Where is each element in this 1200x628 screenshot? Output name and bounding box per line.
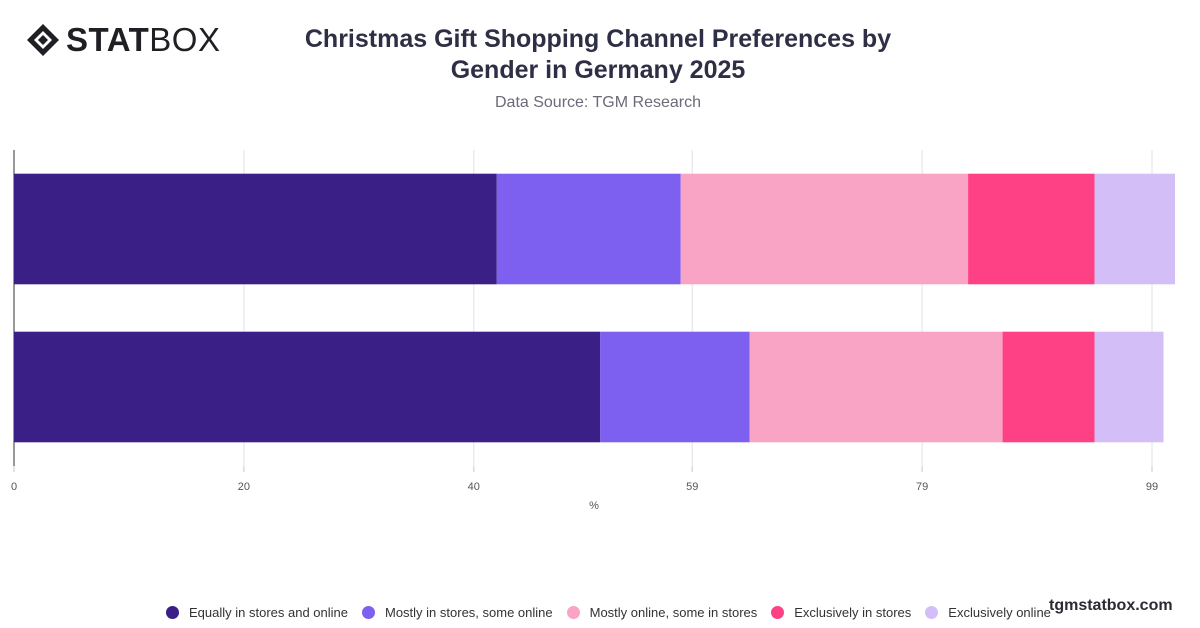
logo-text-light: BOX (149, 21, 221, 58)
bar-segment (749, 331, 1003, 443)
legend-item[interactable]: Mostly in stores, some online (362, 605, 553, 620)
legend-label: Exclusively online (948, 604, 1051, 620)
chart-title-line-2: Gender in Germany 2025 (450, 56, 746, 84)
legend-item[interactable]: Mostly online, some in stores (566, 604, 758, 620)
legend-swatch (166, 605, 179, 619)
bar-segment (496, 173, 681, 285)
legend-swatch (566, 605, 580, 619)
x-tick-label: 0 (11, 481, 17, 493)
legend-label: Exclusively in stores (794, 604, 912, 620)
x-axis-label: % (589, 500, 599, 512)
bar-segment (1094, 331, 1164, 443)
x-tick-label: 20 (238, 481, 250, 493)
chart-title-line-1: Christmas Gift Shopping Channel Preferen… (304, 25, 892, 53)
logo-text-bold: STAT (66, 21, 150, 58)
legend-item[interactable]: Exclusively in stores (771, 605, 911, 620)
legend-swatch (771, 605, 785, 619)
legend-item[interactable]: Equally in stores and online (166, 605, 348, 620)
chart-legend: Equally in stores and online Mostly in st… (166, 602, 1065, 622)
chart-title: Christmas Gift Shopping Channel Preferen… (270, 24, 926, 86)
bar-segment (680, 173, 969, 285)
x-tick-label: 99 (1146, 481, 1158, 493)
statbox-diamond-icon (27, 24, 59, 56)
x-tick-label: 79 (916, 481, 928, 493)
bar-segment (1094, 173, 1175, 285)
logo: STATBOX (26, 22, 220, 58)
logo-text: STATBOX (66, 22, 220, 58)
chart-subtitle: Data Source: TGM Research (494, 94, 701, 111)
brand-watermark: tgmstatbox.com (1049, 597, 1173, 614)
legend-label: Mostly in stores, some online (385, 604, 553, 620)
x-tick-label: 59 (686, 481, 698, 493)
bar-segment (600, 331, 750, 443)
legend-swatch (925, 605, 939, 619)
bar-segment (968, 173, 1095, 285)
bar-segment (14, 331, 601, 443)
legend-swatch (362, 605, 375, 619)
x-tick-label: 40 (468, 481, 480, 493)
bar-segment (14, 173, 497, 285)
chart-header: Christmas Gift Shopping Channel Preferen… (270, 24, 926, 112)
legend-label: Equally in stores and online (189, 604, 348, 620)
bar-segment (1002, 331, 1095, 443)
legend-item[interactable]: Exclusively online (925, 605, 1051, 620)
legend-label: Mostly online, some in stores (589, 604, 758, 620)
